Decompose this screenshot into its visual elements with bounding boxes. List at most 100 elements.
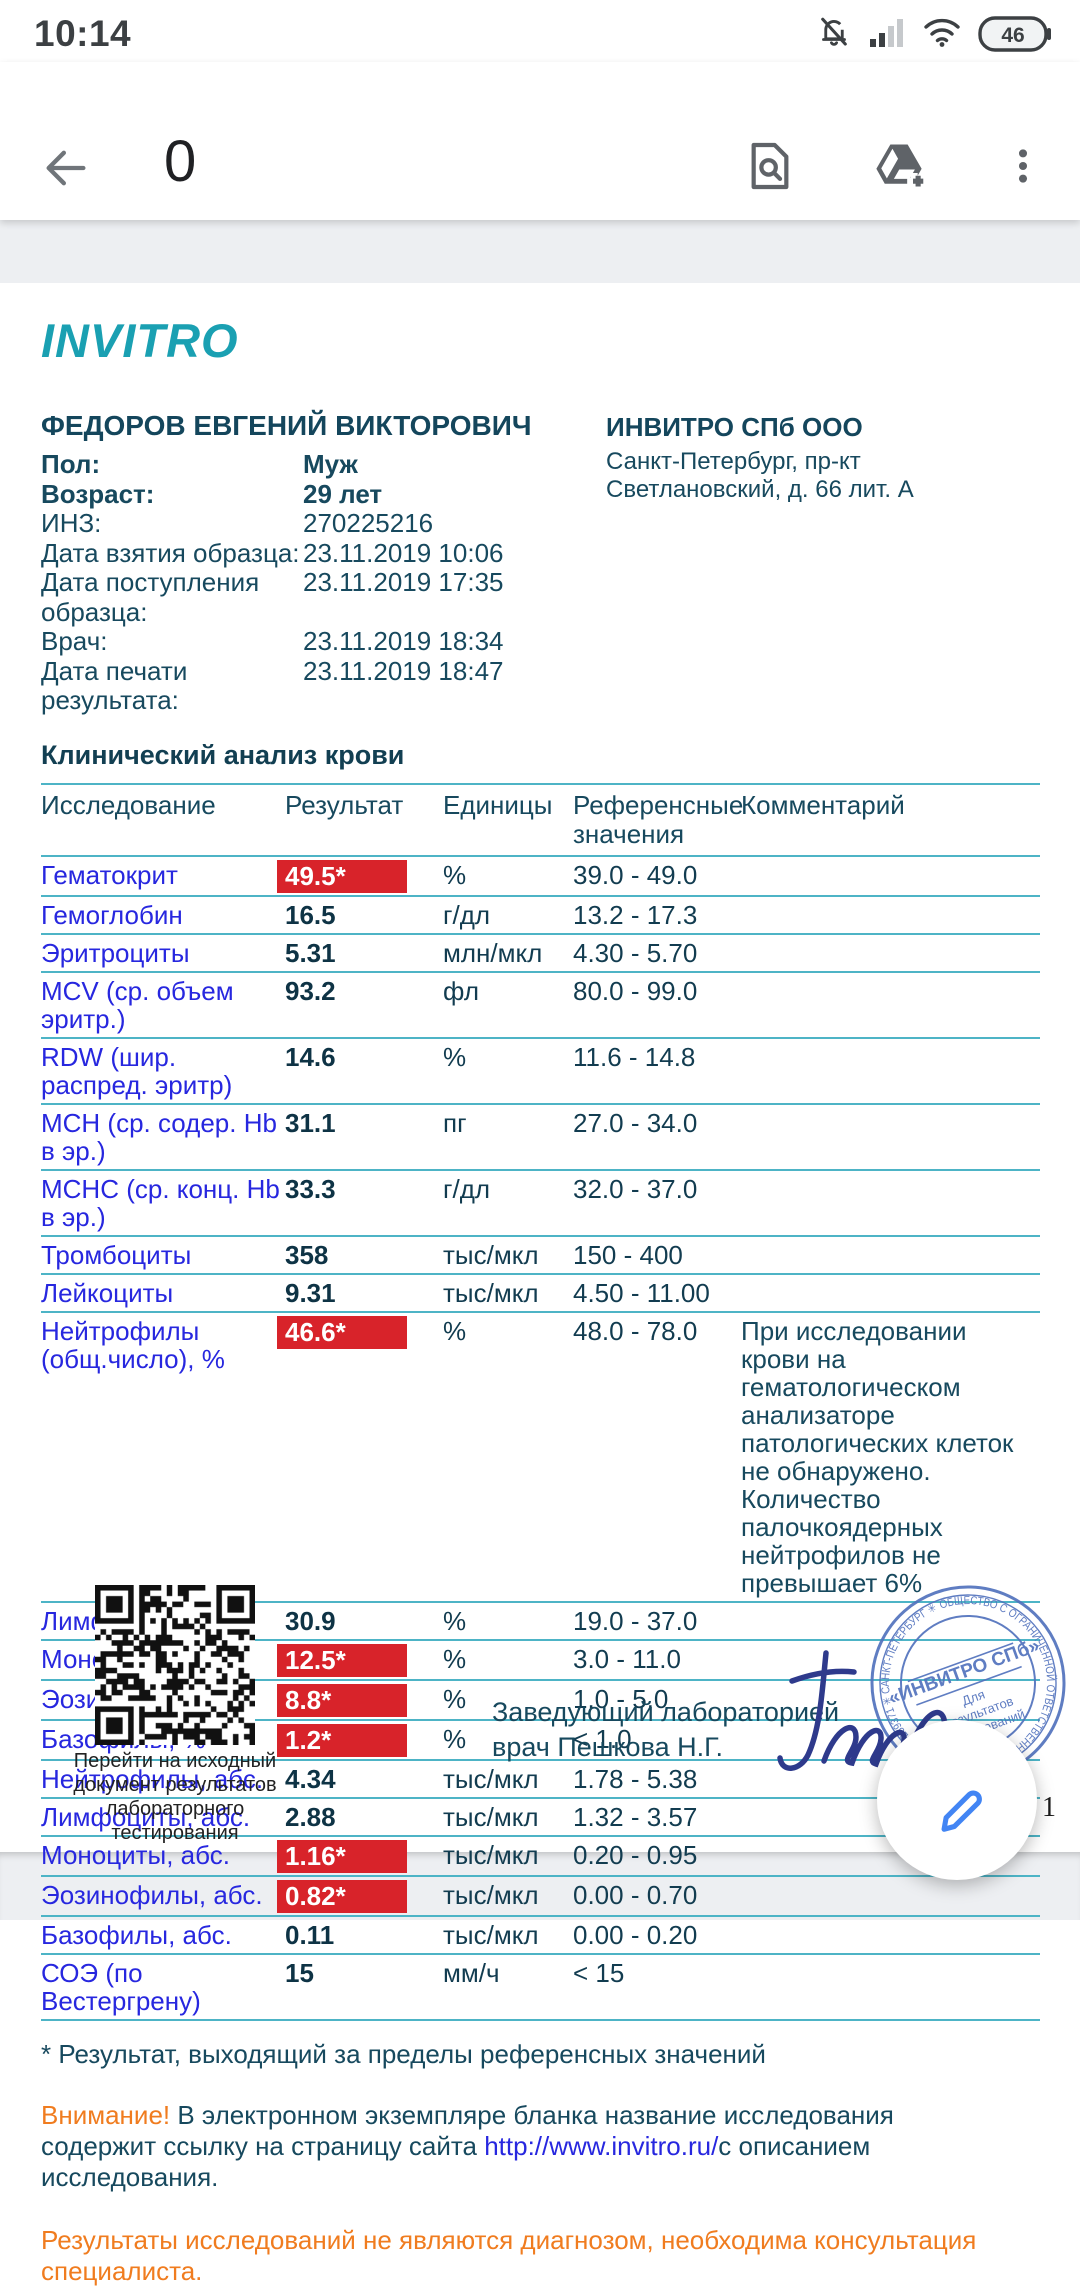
units-cell: тыс/мкл [443,1875,573,1917]
overflow-menu-button[interactable] [1000,138,1046,194]
test-name-link[interactable]: Эозинофилы, абс. [41,1879,263,1910]
patient-name: ФЕДОРОВ ЕВГЕНИЙ ВИКТОРОВИЧ [41,410,532,441]
units-cell: тыс/мкл [443,1797,573,1837]
reference-cell: < 15 [573,1953,741,2021]
patient-info-block: ФЕДОРОВ ЕВГЕНИЙ ВИКТОРОВИЧ Пол: Муж Возрас… [41,410,606,716]
result-cell: 15 [285,1953,443,2021]
clinic-info-block: ИНВИТРО СПб ООО Санкт-Петербург, пр-кт С… [606,410,1040,716]
patient-info-row: Дата взятия образца: 23.11.2019 10:06 [41,538,606,569]
reference-footnote: * Результат, выходящий за пределы рефере… [41,2038,766,2069]
reference-cell: 150 - 400 [573,1235,741,1275]
info-label: ИНЗ: [41,508,102,538]
test-name-link[interactable]: Лимфоциты, абс. [41,1801,251,1832]
table-row: MCHC (ср. конц. Hb в эр.) 33.3 г/дл 32.0 - … [41,1169,1040,1237]
lab-report-page: INVITRO ФЕДОРОВ ЕВГЕНИЙ ВИКТОРОВИЧ Пол: М… [0,283,1080,2286]
clinic-name: ИНВИТРО СПб ООО [606,412,863,442]
test-name-cell: MCHC (ср. конц. Hb в эр.) [41,1169,285,1237]
test-name-link[interactable]: Гемоглобин [41,899,183,930]
test-name-link[interactable]: Гематокрит [41,859,178,890]
qr-code [95,1585,255,1745]
table-row: Нейтрофилы (общ.число), % 46.6*% 48.0 - 78… [41,1311,1040,1603]
table-row: Эритроциты 5.31 млн/мкл 4.30 - 5.70 [41,933,1040,973]
comment-cell [741,1235,1040,1275]
comment-cell [741,1103,1040,1171]
test-name-cell: Гемоглобин [41,895,285,935]
signatory-block: Заведующий лабораторией врач Пешкова Н.Г… [492,1695,839,1765]
test-name-link[interactable]: Эритроциты [41,937,190,968]
edit-fab[interactable] [877,1720,1037,1880]
comment-cell [741,1875,1040,1917]
reference-cell: 0.00 - 0.20 [573,1915,741,1955]
invitro-logo: INVITRO [41,314,239,367]
result-cell: 30.9 [285,1601,443,1641]
find-in-page-button[interactable] [742,138,798,194]
units-cell: % [443,855,573,897]
result-cell: 31.1 [285,1103,443,1171]
test-name-link[interactable]: MCH (ср. содер. Hb в эр.) [41,1107,277,1166]
result-cell: 12.5* [277,1639,443,1681]
reference-cell: 1.32 - 3.57 [573,1797,741,1837]
result-value: 16.5 [285,899,336,930]
result-cell: 49.5* [277,855,443,897]
comment-cell [741,1639,1040,1681]
result-value-out-of-range: 49.5* [277,859,407,893]
test-name-link[interactable]: Тромбоциты [41,1239,192,1270]
result-value: 4.34 [285,1763,336,1794]
comment-cell: При исследовании крови на гематологическ… [741,1311,1040,1603]
signatory-title: Заведующий лабораторией [492,1697,840,1727]
reference-cell: 48.0 - 78.0 [573,1311,741,1603]
test-name-link[interactable]: Нейтрофилы, абс. [41,1763,264,1794]
comment-cell [741,1953,1040,2021]
page-gap-top [0,220,1080,283]
test-name-cell: СОЭ (по Вестергрену) [41,1953,285,2021]
patient-info-row: Пол: Муж [41,449,606,480]
test-name-link[interactable]: RDW (шир. распред. эритр) [41,1041,233,1100]
reference-cell: < 1.0 [573,1719,741,1761]
reference-cell: 1.78 - 5.38 [573,1759,741,1799]
result-value: 2.88 [285,1801,336,1832]
result-cell: 5.31 [285,933,443,973]
info-value: 23.11.2019 18:34 [303,626,504,656]
info-value: 23.11.2019 17:35 [303,567,504,597]
units-cell: пг [443,1103,573,1171]
units-cell: млн/мкл [443,933,573,973]
test-name-cell: Базофилы, абс. [41,1915,285,1955]
add-to-drive-button[interactable] [870,138,928,194]
result-value-out-of-range: 0.82* [277,1879,407,1913]
qr-caption-line: Перейти на исходный [73,1750,277,1772]
reference-cell: 1.0 - 5.0 [573,1679,741,1721]
test-name-cell: Эритроциты [41,933,285,973]
test-name-cell: Лимфоциты, абс. [41,1797,285,1837]
test-name-link[interactable]: Нейтрофилы (общ.число), % [41,1315,225,1374]
result-value: 93.2 [285,975,336,1006]
result-value-out-of-range: 8.8* [277,1683,407,1717]
attention-label: Внимание! [41,2099,171,2130]
test-name-link[interactable]: Базофилы, абс. [41,1919,232,1950]
test-name-cell: MCH (ср. содер. Hb в эр.) [41,1103,285,1171]
result-value: 358 [285,1239,329,1270]
test-name-link[interactable]: MCV (ср. объем эритр.) [41,975,234,1034]
result-value: 14.6 [285,1041,336,1072]
back-button[interactable] [40,142,92,194]
test-name-cell: Нейтрофилы, абс. [41,1759,285,1799]
comment-cell [741,1601,1040,1641]
table-header-row: Исследование Результат Единицы Референсн… [41,782,1040,857]
test-name-cell: Нейтрофилы (общ.число), % [41,1311,285,1603]
units-cell: % [443,1719,573,1761]
result-cell: 14.6 [285,1037,443,1105]
result-cell: 4.34 [285,1759,443,1799]
comment-cell [741,1915,1040,1955]
clock: 10:14 [34,13,132,54]
reference-cell: 4.50 - 11.00 [573,1273,741,1313]
test-name-link[interactable]: Лейкоциты [41,1277,174,1308]
test-name-link[interactable]: СОЭ (по Вестергрену) [41,1957,201,2016]
result-value: 5.31 [285,937,336,968]
test-name-link[interactable]: MCHC (ср. конц. Hb в эр.) [41,1173,280,1232]
invitro-link[interactable]: http://www.invitro.ru/ [484,2130,719,2161]
signal-strength-icon [868,15,906,54]
info-label: Дата поступления образца: [41,567,260,627]
info-label: Пол: [41,449,101,479]
test-name-link[interactable]: Моноциты, абс. [41,1839,230,1870]
comment-cell [741,933,1040,973]
result-cell: 33.3 [285,1169,443,1237]
